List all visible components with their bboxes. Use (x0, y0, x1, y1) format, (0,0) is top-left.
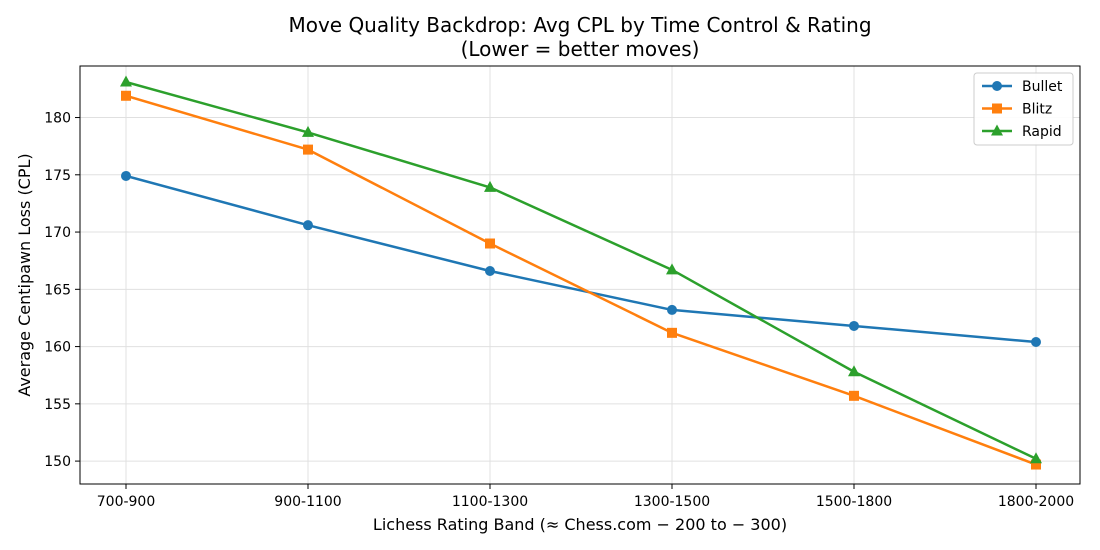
legend-item-blitz: Blitz (982, 102, 1052, 118)
legend-item-bullet: Bullet (982, 79, 1063, 95)
legend-label-rapid: Rapid (1022, 124, 1062, 140)
data-point-rapid (848, 365, 860, 377)
data-point-bullet (485, 265, 495, 276)
data-point-rapid (302, 125, 314, 137)
legend: Bullet Blitz Rapid (973, 72, 1074, 146)
y-tick-label: 160 (44, 340, 71, 356)
y-tick-label: 180 (44, 111, 71, 127)
data-point-blitz (849, 390, 859, 401)
legend-marker-blitz (992, 103, 1002, 114)
x-tick-label: 700-900 (97, 494, 156, 510)
data-point-rapid (666, 263, 678, 275)
legend-label-bullet: Bullet (1022, 79, 1063, 95)
data-point-bullet (1031, 336, 1041, 347)
x-tick-label: 1800-2000 (998, 494, 1074, 510)
data-point-bullet (121, 170, 131, 181)
y-tick-label: 175 (44, 168, 71, 184)
chart-subtitle: (Lower = better moves) (461, 37, 700, 61)
data-point-blitz (121, 90, 131, 101)
series-line-rapid (125, 80, 1037, 460)
legend-marker-bullet (992, 81, 1002, 91)
plot-frame (79, 65, 1081, 485)
x-tick-label: 900-1100 (274, 494, 341, 510)
series-blitz (121, 90, 1041, 470)
legend-item-rapid: Rapid (982, 124, 1062, 140)
y-tick-label: 170 (44, 225, 71, 241)
data-point-rapid (484, 180, 496, 192)
chart-title: Move Quality Backdrop: Avg CPL by Time C… (288, 13, 871, 37)
y-tick-label: 165 (44, 282, 71, 298)
series-line-bullet (125, 174, 1037, 344)
x-tick-label: 1500-1800 (816, 494, 892, 510)
grid (80, 66, 1080, 484)
y-tick-label: 155 (44, 397, 71, 413)
x-tick-label: 1100-1300 (452, 494, 528, 510)
x-axis-label: Lichess Rating Band (≈ Chess.com − 200 t… (373, 515, 787, 534)
legend-marker-rapid (991, 124, 1003, 136)
axis-ticks: 700-900 900-1100 1100-1300 1300-1500 1500-18… (44, 111, 1074, 510)
legend-label-blitz: Blitz (1022, 102, 1052, 118)
data-point-blitz (303, 144, 313, 155)
data-point-blitz (1031, 459, 1041, 470)
legend-box (973, 72, 1074, 146)
data-point-blitz (485, 238, 495, 249)
series-bullet (121, 170, 1041, 347)
series-layer (120, 75, 1042, 470)
y-tick-label: 150 (44, 454, 71, 470)
data-point-rapid (120, 75, 132, 87)
data-point-rapid (1030, 452, 1042, 464)
y-axis-label: Average Centipawn Loss (CPL) (15, 153, 34, 396)
x-tick-label: 1300-1500 (634, 494, 710, 510)
data-point-bullet (849, 320, 859, 331)
series-rapid (120, 75, 1042, 464)
data-point-blitz (667, 327, 677, 338)
data-point-bullet (303, 220, 313, 231)
data-point-bullet (667, 304, 677, 315)
series-line-blitz (125, 94, 1037, 466)
